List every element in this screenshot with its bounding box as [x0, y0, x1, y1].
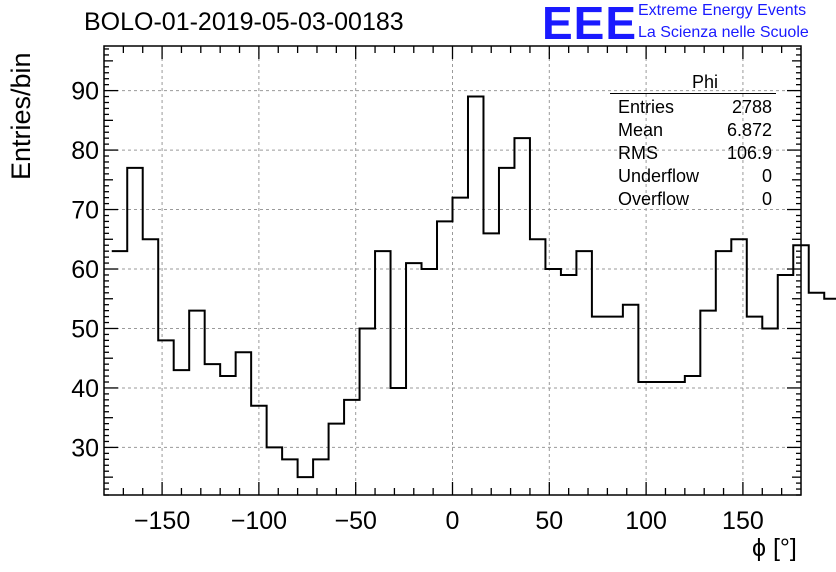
x-axis-label: ϕ [°] [752, 534, 797, 562]
stats-row-rms: RMS 106.9 [610, 142, 776, 165]
stats-row-entries: Entries 2788 [610, 96, 776, 119]
y-tick-label: 70 [71, 197, 99, 225]
stats-value: 2788 [731, 97, 772, 117]
y-tick-label: 60 [71, 256, 99, 284]
x-tick-label: 50 [535, 507, 563, 535]
stats-histogram-name: Phi [691, 72, 718, 92]
stats-divider [610, 93, 776, 94]
axis-ticks [104, 46, 801, 496]
x-tick-label: −50 [334, 507, 376, 535]
y-tick-label: 80 [71, 137, 99, 165]
chart-title: BOLO-01-2019-05-03-00183 [84, 8, 404, 36]
x-tick-label: 100 [625, 507, 667, 535]
stats-label: Entries [618, 97, 675, 117]
x-tick-label: −100 [231, 507, 287, 535]
stats-value: 0 [761, 166, 772, 186]
histogram-series [111, 95, 836, 479]
x-tick-label: 150 [722, 507, 764, 535]
stats-value: 0 [761, 189, 772, 209]
x-tick-label: −150 [134, 507, 190, 535]
stats-label: RMS [618, 143, 658, 163]
logo-line-1: Extreme Energy Events [638, 2, 807, 19]
stats-row-underflow: Underflow 0 [610, 165, 776, 188]
stats-row-mean: Mean 6.872 [610, 119, 776, 142]
y-tick-label: 90 [71, 78, 99, 106]
y-tick-label: 40 [71, 375, 99, 403]
stats-value: 106.9 [726, 143, 772, 163]
y-axis-label: Entries/bin [6, 52, 36, 180]
stats-label: Underflow [618, 166, 700, 186]
stats-label: Overflow [618, 189, 690, 209]
stats-label: Mean [618, 120, 664, 140]
histogram-outline [111, 95, 836, 479]
y-tick-label: 30 [71, 434, 99, 462]
stats-value: 6.872 [726, 120, 772, 140]
tick-labels: −150 −100 −50 0 50 100 150 30 40 50 60 70 80 90 [71, 78, 764, 535]
eee-logo-mark: EEE [542, 0, 638, 49]
logo-line-2: La Scienza nelle Scuole [638, 24, 809, 41]
stats-row-overflow: Overflow 0 [610, 188, 776, 211]
x-tick-label: 0 [446, 507, 460, 535]
stats-box: Phi Entries 2788 Mean 6.872 RMS 106.9 Un… [610, 72, 776, 211]
y-tick-label: 50 [71, 315, 99, 343]
